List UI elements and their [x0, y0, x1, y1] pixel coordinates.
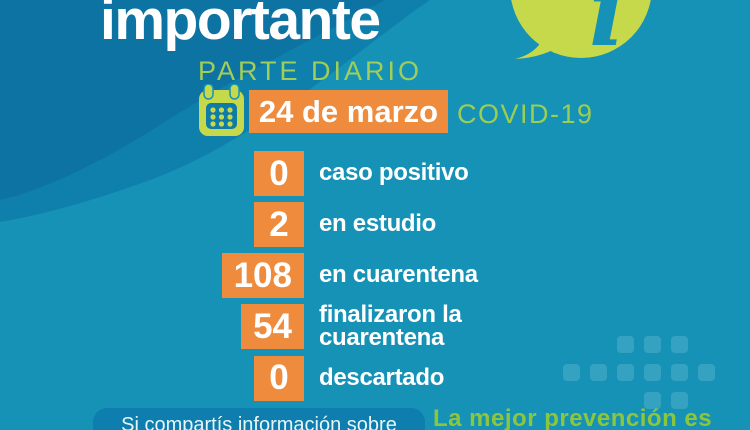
- stat-label: caso positivo: [319, 159, 469, 187]
- pixel-square: [671, 364, 688, 381]
- stat-row-finalizaron-cuarentena: 54 finalizaron la cuarentena: [200, 301, 478, 351]
- stat-value-column: 108: [200, 253, 304, 298]
- poster-subtitle: PARTE DIARIO: [198, 56, 423, 86]
- footer-info-text: Si compartís información sobre: [121, 414, 397, 430]
- stat-label: en cuarentena: [319, 261, 478, 289]
- stat-value-badge: 0: [254, 355, 304, 401]
- prevention-message: La mejor prevención es: [433, 405, 713, 430]
- covid-label: COVID-19: [457, 99, 594, 129]
- pixel-square: [644, 336, 661, 353]
- stat-value-column: 0: [200, 355, 304, 401]
- svg-text:i: i: [589, 0, 625, 60]
- stat-row-en-estudio: 2 en estudio: [200, 202, 478, 247]
- stat-value-badge: 0: [254, 151, 304, 196]
- speech-bubble-info-icon: i: [511, 0, 651, 60]
- stat-value-column: 2: [200, 202, 304, 247]
- pixel-square: [671, 336, 688, 353]
- pixel-square: [698, 364, 715, 381]
- stat-row-en-cuarentena: 108 en cuarentena: [200, 253, 478, 298]
- stat-label: descartado: [319, 363, 445, 391]
- stat-label: finalizaron la cuarentena: [319, 301, 462, 351]
- pixel-square: [617, 336, 634, 353]
- stat-value-badge: 2: [254, 202, 304, 247]
- stat-label: en estudio: [319, 210, 437, 238]
- stat-row-descartado: 0 descartado: [200, 355, 478, 401]
- stat-value-column: 0: [200, 151, 304, 196]
- stat-value-badge: 54: [241, 304, 304, 350]
- pixel-square: [563, 364, 580, 381]
- pixel-square: [644, 364, 661, 381]
- date-badge: 24 de marzo: [249, 90, 448, 133]
- footer-info-box: Si compartís información sobre: [93, 408, 425, 430]
- poster-title: importante: [100, 0, 381, 52]
- stat-row-caso-positivo: 0 caso positivo: [200, 151, 478, 196]
- stats-list: 0 caso positivo 2 en estudio 108 en cuar…: [200, 151, 478, 401]
- pixel-square: [590, 364, 607, 381]
- pixel-square: [617, 364, 634, 381]
- calendar-icon: [199, 84, 244, 136]
- stat-value-badge: 108: [221, 253, 304, 298]
- stat-value-column: 54: [200, 304, 304, 350]
